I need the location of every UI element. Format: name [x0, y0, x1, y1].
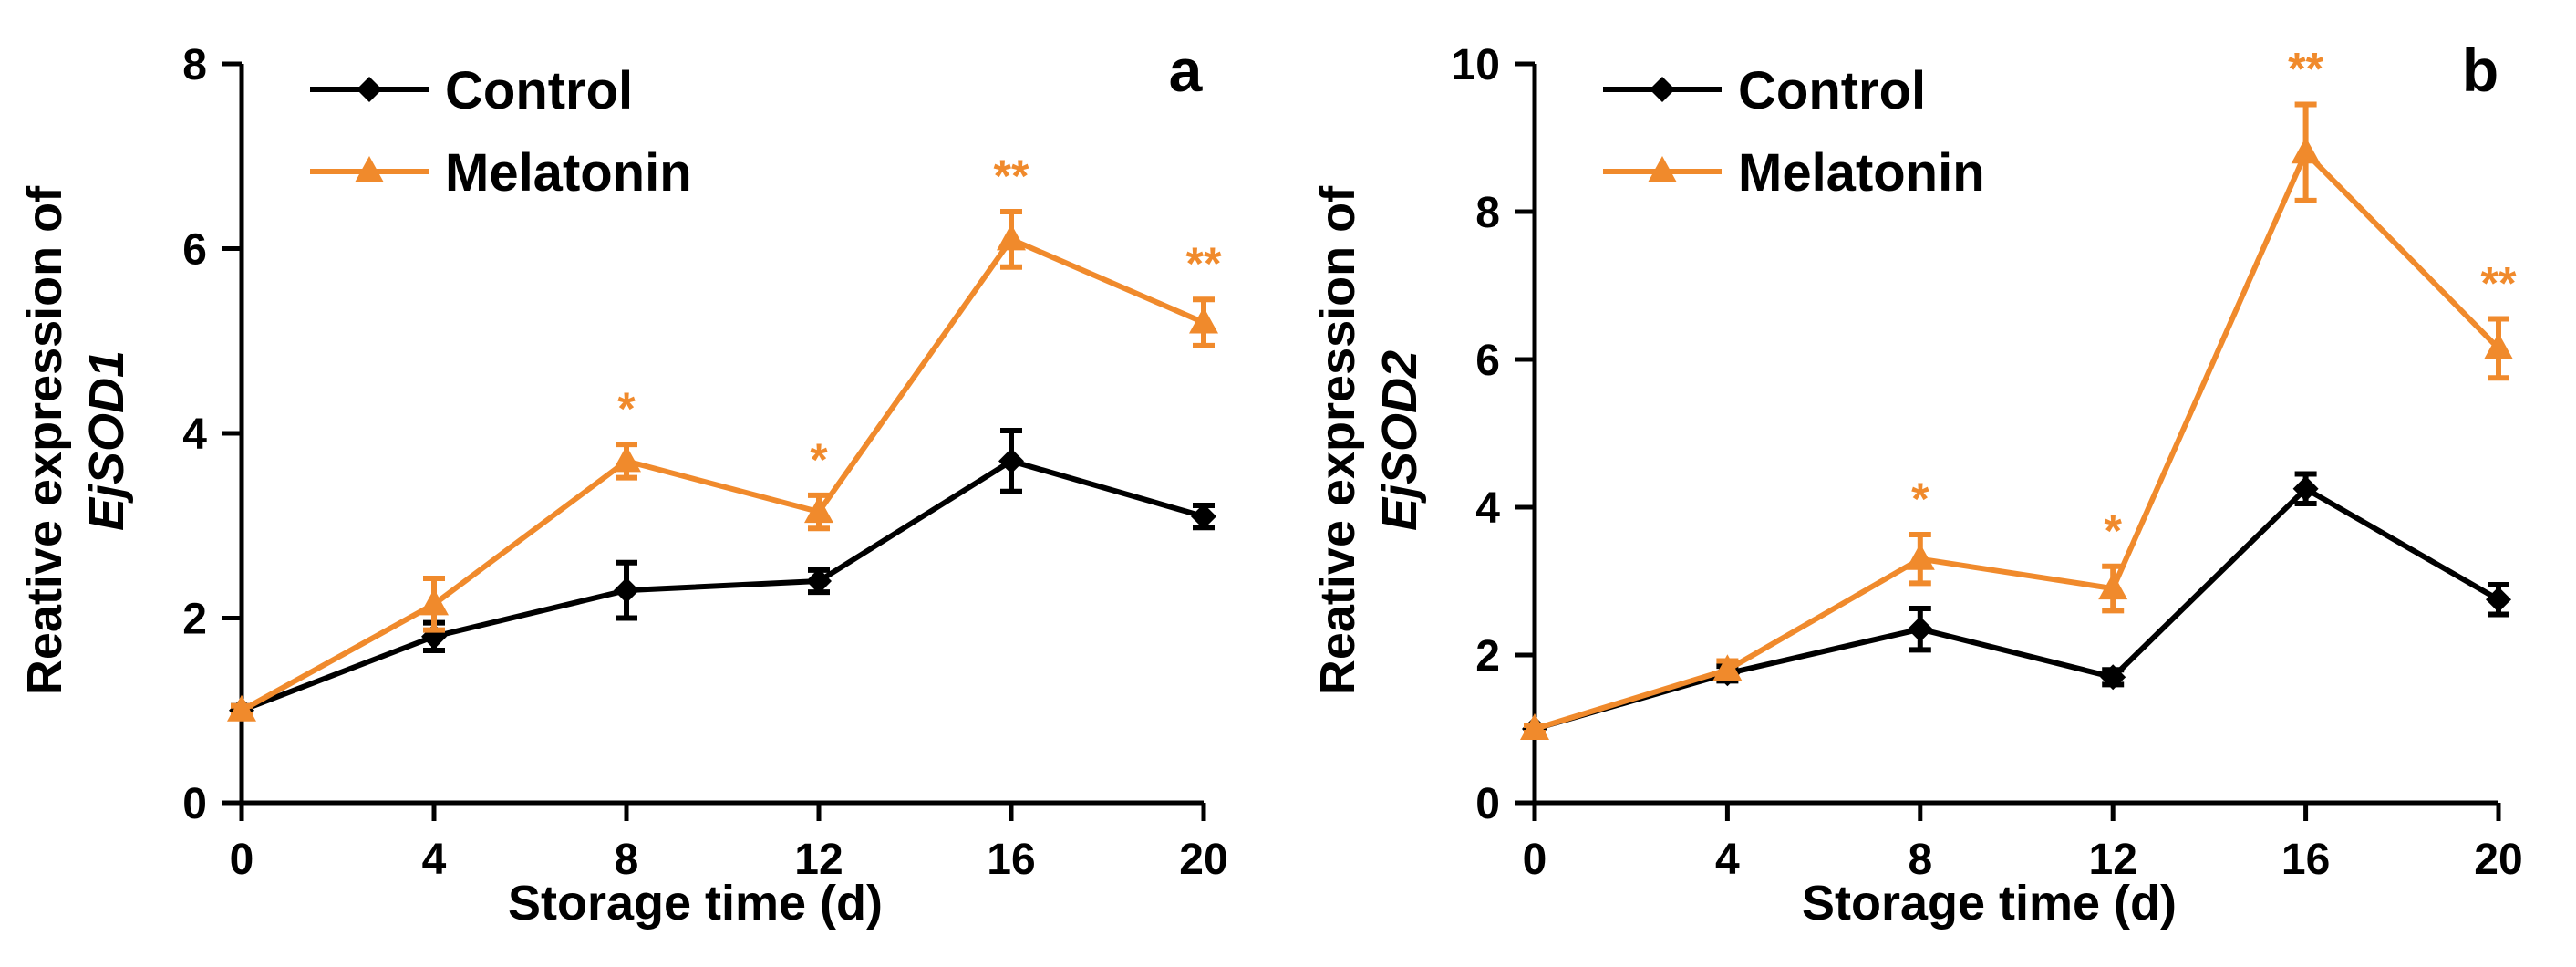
series-line-melatonin [1534, 150, 2501, 732]
legend-marker-melatonin [355, 156, 384, 182]
chart-panel-b: 0 2 4 6 8 10 0 4 8 12 16 20 Storage time (d) Reative … [1310, 36, 2523, 931]
chart-panel-a: 0 2 4 6 8 0 4 8 12 16 20 Storage time (d) Reative ex… [17, 36, 1228, 931]
x-tick-label: 12 [794, 836, 843, 884]
data-point-melatonin [419, 588, 449, 616]
data-point-melatonin [2098, 573, 2128, 600]
y-tick-label: 6 [1475, 337, 1500, 385]
significance-mark: * [2104, 505, 2122, 556]
data-point-melatonin [1905, 543, 1935, 570]
y-tick-label: 10 [1452, 41, 1500, 89]
legend-marker-melatonin [1648, 156, 1677, 182]
series-line-control [240, 458, 1205, 713]
y-tick-label: 2 [1475, 632, 1500, 681]
significance-mark: * [1911, 473, 1929, 525]
panel-letter: a [1169, 36, 1204, 104]
y-tick-label: 6 [182, 226, 207, 275]
data-point-melatonin [804, 496, 833, 524]
significance-mark: ** [994, 151, 1029, 202]
significance-mark: * [617, 383, 636, 434]
series-line-melatonin [240, 236, 1205, 713]
data-point-control [2486, 587, 2511, 613]
significance-mark: * [810, 434, 828, 485]
x-tick-label: 16 [987, 836, 1035, 884]
x-tick-label: 8 [1908, 836, 1932, 884]
data-point-melatonin [227, 694, 256, 722]
y-tick-label: 0 [1475, 780, 1500, 828]
x-tick-label: 0 [1523, 836, 1547, 884]
significance-mark: ** [2288, 44, 2323, 95]
series-line-control [1534, 485, 2500, 732]
x-tick-label: 4 [422, 836, 447, 884]
x-tick-label: 0 [230, 836, 254, 884]
legend-label-melatonin: Melatonin [445, 143, 692, 203]
y-tick-label: 4 [1475, 484, 1500, 533]
data-point-melatonin [1520, 713, 1549, 740]
data-point-control [998, 448, 1024, 474]
y-tick-label: 8 [182, 41, 207, 89]
legend-label-control: Control [445, 61, 633, 120]
data-point-melatonin [2291, 137, 2321, 164]
x-tick-label: 20 [2474, 836, 2522, 884]
panel-letter: b [2462, 36, 2498, 104]
data-point-control [614, 577, 639, 604]
y-tick-label: 0 [182, 780, 207, 828]
data-point-control [2100, 664, 2126, 691]
data-point-melatonin [1189, 307, 1218, 334]
data-point-control [806, 568, 832, 594]
legend-label-control: Control [1738, 61, 1926, 120]
x-tick-label: 16 [2281, 836, 2330, 884]
y-axis-title-line1: Reative expression of [17, 185, 72, 695]
x-tick-label: 12 [2089, 836, 2137, 884]
data-point-melatonin [1712, 654, 1743, 681]
significance-mark: ** [1186, 238, 1222, 289]
data-point-melatonin [612, 445, 641, 473]
y-tick-label: 2 [182, 596, 207, 644]
x-axis-title: Storage time (d) [1802, 876, 2177, 931]
y-tick-label: 8 [1475, 189, 1500, 237]
data-point-control [1191, 504, 1216, 530]
x-tick-label: 4 [1715, 836, 1740, 884]
data-point-melatonin [2484, 332, 2513, 359]
legend-marker-control [357, 77, 382, 102]
data-point-control [1907, 616, 1933, 642]
y-axis-title-line1: Reative expression of [1310, 185, 1365, 695]
y-axis-title-line2: EjSOD2 [1372, 350, 1427, 531]
legend-label-melatonin: Melatonin [1738, 143, 1985, 203]
data-point-melatonin [997, 224, 1026, 251]
legend-marker-control [1650, 77, 1675, 102]
significance-mark: ** [2481, 257, 2517, 308]
data-point-control [2292, 475, 2319, 502]
x-axis-title: Storage time (d) [508, 876, 883, 931]
y-tick-label: 4 [182, 411, 207, 459]
x-tick-label: 20 [1179, 836, 1227, 884]
x-tick-label: 8 [615, 836, 639, 884]
y-axis-title-line2: EjSOD1 [79, 350, 134, 531]
